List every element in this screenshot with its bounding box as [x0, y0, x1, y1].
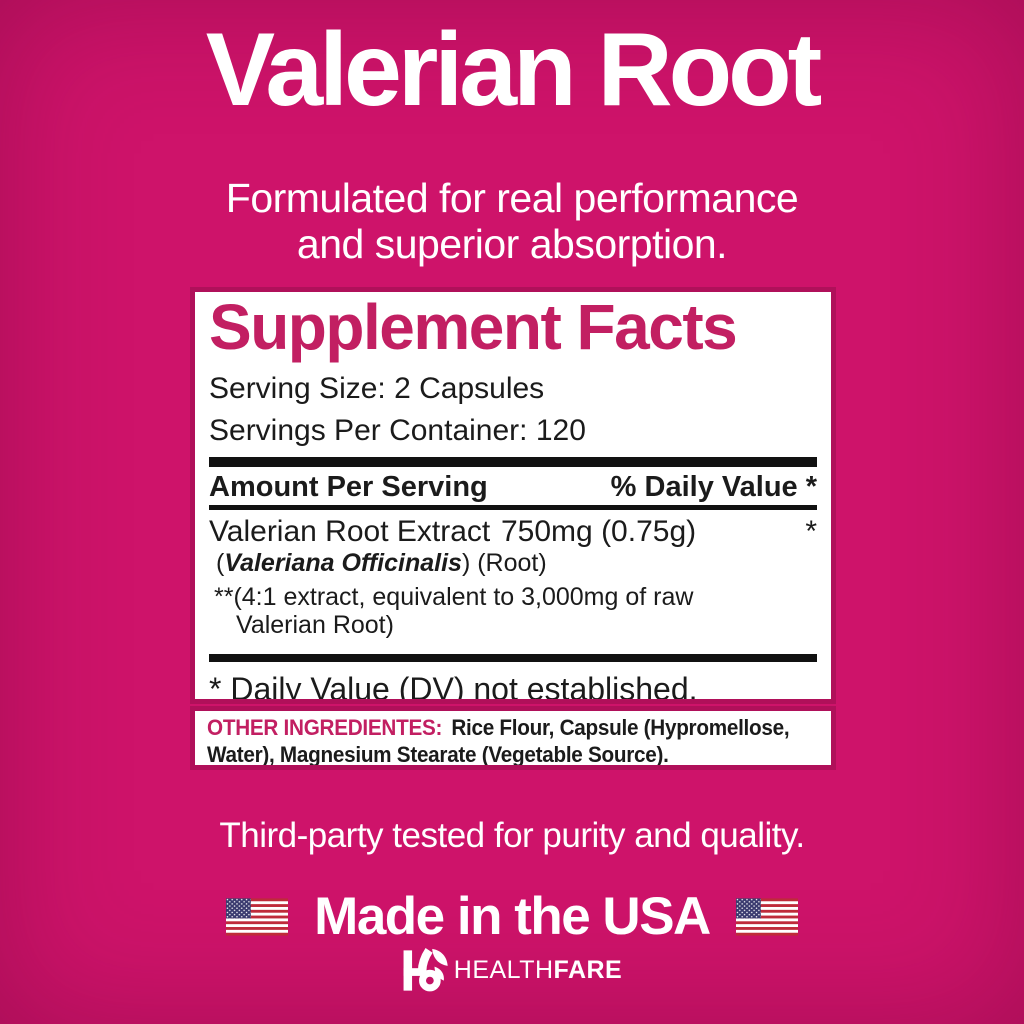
divider-thin [209, 505, 817, 510]
ingredient-daily-value: * [805, 515, 817, 548]
us-flag-icon [226, 897, 289, 936]
other-ingredients-text-block: OTHER INGREDIENTES: Rice Flour, Capsule (… [207, 714, 825, 767]
latin-paren-close: ) (Root) [461, 549, 547, 577]
brand-name: HEALTHFARE [454, 956, 622, 985]
divider-thick-top [209, 457, 817, 467]
extract-note-line-2: Valerian Root) [236, 611, 394, 639]
ingredient-name: Valerian Root Extract [209, 515, 491, 548]
serving-size: Serving Size: 2 Capsules [209, 372, 545, 405]
product-title: Valerian Root [205, 12, 823, 128]
made-in-usa-row: Made in the USA [0, 886, 1024, 947]
extract-note-line-1: **(4:1 extract, equivalent to 3,000mg of… [214, 583, 694, 611]
daily-value-header: % Daily Value * [610, 471, 817, 503]
daily-value-note: * Daily Value (DV) not established. [209, 671, 698, 704]
ingredient-row: Valerian Root Extract 750mg (0.75g) * [209, 515, 817, 549]
third-party-tagline: Third-party tested for purity and qualit… [219, 816, 805, 855]
other-ingredients-list: Rice Flour, Capsule (Hypromellose, Water… [207, 715, 790, 767]
other-ingredients-panel: OTHER INGREDIENTES: Rice Flour, Capsule (… [190, 706, 836, 770]
brand-name-fare: FARE [553, 956, 623, 984]
ingredient-amount: 750mg (0.75g) [501, 515, 697, 548]
latin-name-line: (Valeriana Officinalis) (Root) [209, 549, 817, 577]
latin-paren-open: ( [216, 549, 225, 577]
healthfare-leaf-icon [403, 948, 448, 992]
supplement-facts-panel: Supplement Facts Serving Size: 2 Capsule… [190, 287, 836, 704]
supplement-facts-title: Supplement Facts [209, 291, 738, 363]
divider-thick-bottom [209, 654, 817, 662]
subtitle-line-2: and superior absorption. [296, 220, 728, 267]
other-ingredients-label: OTHER INGREDIENTES: [207, 715, 443, 740]
product-subtitle: Formulated for real performance and super… [0, 175, 1024, 268]
facts-header-row: Amount Per Serving % Daily Value * [209, 470, 817, 505]
brand-name-health: HEALTH [453, 956, 554, 984]
made-in-usa-text: Made in the USA [314, 887, 711, 946]
servings-per-container: Servings Per Container: 120 [209, 414, 586, 447]
amount-per-serving-header: Amount Per Serving [209, 471, 488, 503]
latin-name: Valeriana Officinalis [224, 549, 462, 577]
us-flag-icon [735, 897, 798, 936]
subtitle-line-1: Formulated for real performance [225, 175, 799, 221]
brand-logo-row: HEALTHFARE [0, 948, 1024, 993]
